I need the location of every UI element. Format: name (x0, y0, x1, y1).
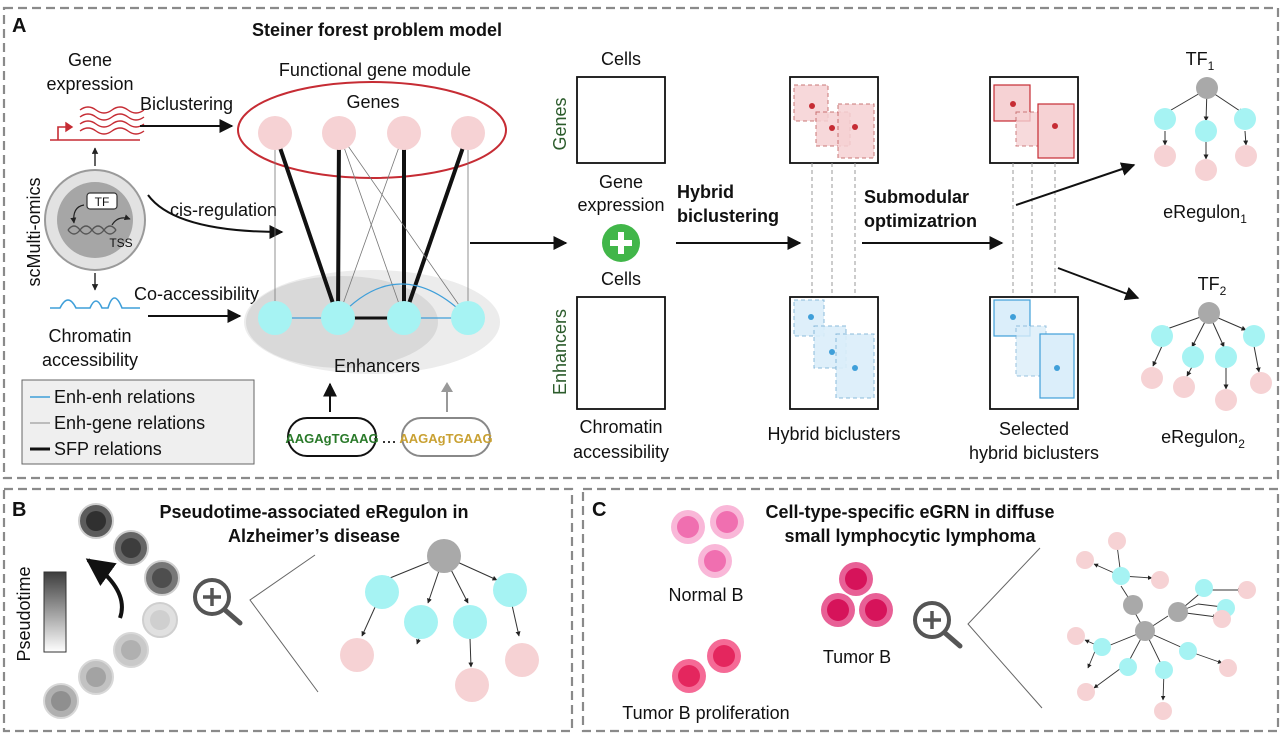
panel-c-border (581, 487, 1280, 733)
lymphoma-egrn-network (1067, 532, 1256, 720)
panel-b: B Pseudotime-associated eRegulon in Alzh… (2, 487, 574, 733)
cis-regulation-label: cis-regulation (170, 200, 277, 220)
submodular-label-2: optimizatrion (864, 211, 977, 231)
genes-label: Genes (346, 92, 399, 112)
enhancers-label: Enhancers (334, 356, 420, 376)
gene-expression-input: Gene expression (46, 50, 145, 166)
panel-b-title-2: Alzheimer’s disease (228, 526, 400, 546)
matrix-gene-expr-1: Gene (599, 172, 643, 192)
arrow-to-eregulon1 (1015, 162, 1136, 206)
panel-c-title-1: Cell-type-specific eGRN in diffuse (765, 502, 1054, 522)
selected-label-2: hybrid biclusters (969, 443, 1099, 463)
gene-expression-label-1: Gene (68, 50, 112, 70)
panel-b-title-1: Pseudotime-associated eRegulon in (159, 502, 468, 522)
arrow-to-eregulon2 (1057, 267, 1140, 301)
selected-biclusters: Selected hybrid biclusters (969, 76, 1099, 463)
tf1-label: TF1 (1186, 49, 1215, 73)
scmulti-omics-label: scMulti-omics (24, 177, 44, 286)
motif-logos: AAGAgTGAAG ... AAGAgTGAAG (285, 417, 493, 457)
selected-label-1: Selected (999, 419, 1069, 439)
panel-b-letter: B (12, 499, 26, 521)
matrix-chromatin-1: Chromatin (579, 417, 662, 437)
input-arrows: Biclustering cis-regulation Co-accessibi… (134, 94, 284, 323)
chromatin-label-1: Chromatin (48, 326, 131, 346)
submodular-label-1: Submodular (864, 187, 969, 207)
hybrid-biclusters: Hybrid biclusters (767, 76, 901, 444)
cell-nucleus-icon: TF TSS (44, 169, 146, 291)
pseudotime-gradient-bar (43, 571, 67, 653)
enhancer-nodes (258, 301, 485, 335)
input-matrices: Cells Genes Gene expression Cells Enhanc… (550, 49, 669, 462)
chromatin-label-2: accessibility (42, 350, 138, 370)
enhancers-axis-label: Enhancers (550, 309, 570, 395)
eregulon2-label: eRegulon2 (1161, 427, 1245, 451)
cells-label-bottom: Cells (601, 269, 641, 289)
panel-c-title-2: small lymphocytic lymphoma (784, 526, 1036, 546)
panel-a-border (2, 6, 1280, 480)
tumor-b-proliferation-cells (672, 639, 741, 693)
hybrid-biclusters-label: Hybrid biclusters (767, 424, 900, 444)
plus-icon (602, 224, 640, 262)
cells-label-top: Cells (601, 49, 641, 69)
panel-c: C Cell-type-specific eGRN in diffuse sma… (581, 487, 1280, 733)
normal-b-label: Normal B (668, 585, 743, 605)
zoom-lines-c (967, 547, 1043, 709)
matrix-gene-expr-2: expression (577, 195, 664, 215)
panel-a-letter: A (12, 15, 26, 37)
hybrid-label-2: biclustering (677, 206, 779, 226)
pseudotime-label: Pseudotime (14, 566, 34, 661)
biclustering-label: Biclustering (140, 94, 233, 114)
chromatin-matrix (576, 296, 666, 410)
tf-box-label: TF (95, 195, 110, 209)
pseudotime-curved-arrow (85, 558, 124, 619)
eregulon-2-network: TF2 eRegulon2 (1141, 274, 1272, 451)
motif-logo-1: AAGAgTGAAG (285, 431, 378, 446)
motif-logo-2: AAGAgTGAAG (399, 431, 492, 446)
panel-a: A Steiner forest problem model scMulti-o… (2, 6, 1280, 480)
eregulon-1-network: TF1 eRegulon1 (1154, 49, 1257, 226)
edge-legend: Enh-enh relations Enh-gene relations SFP… (21, 379, 255, 465)
tumor-b-proliferation-label: Tumor B proliferation (622, 703, 789, 723)
functional-gene-module: Functional gene module Genes (237, 60, 507, 412)
motif-ellipsis: ... (381, 427, 396, 447)
legend-enh-enh: Enh-enh relations (54, 387, 195, 407)
panel-a-title: Steiner forest problem model (252, 20, 502, 40)
tss-label: TSS (109, 236, 132, 250)
pseudotime-cells (43, 503, 180, 719)
chromatin-input: Chromatin accessibility (42, 297, 140, 370)
gene-expression-label-2: expression (46, 74, 133, 94)
genes-axis-label: Genes (550, 97, 570, 150)
hybrid-label-1: Hybrid (677, 182, 734, 202)
gene-nodes (258, 116, 485, 150)
module-title: Functional gene module (279, 60, 471, 80)
tumor-b-cells (821, 562, 893, 627)
zoom-in-icon-c[interactable] (913, 601, 963, 649)
legend-enh-gene: Enh-gene relations (54, 413, 205, 433)
tf2-label: TF2 (1198, 274, 1227, 298)
gene-expression-matrix (576, 76, 666, 164)
legend-sfp: SFP relations (54, 439, 162, 459)
co-accessibility-label: Co-accessibility (134, 284, 259, 304)
tumor-b-label: Tumor B (823, 647, 891, 667)
alzheimer-eregulon-network (340, 539, 539, 702)
eregulon1-label: eRegulon1 (1163, 202, 1247, 226)
matrix-chromatin-2: accessibility (573, 442, 669, 462)
panel-c-letter: C (592, 499, 606, 521)
zoom-in-icon[interactable] (193, 578, 243, 626)
zoom-lines (249, 554, 319, 693)
panel-b-border (2, 487, 574, 733)
normal-b-cells (671, 505, 744, 578)
gene-expression-waves-icon (50, 106, 145, 141)
